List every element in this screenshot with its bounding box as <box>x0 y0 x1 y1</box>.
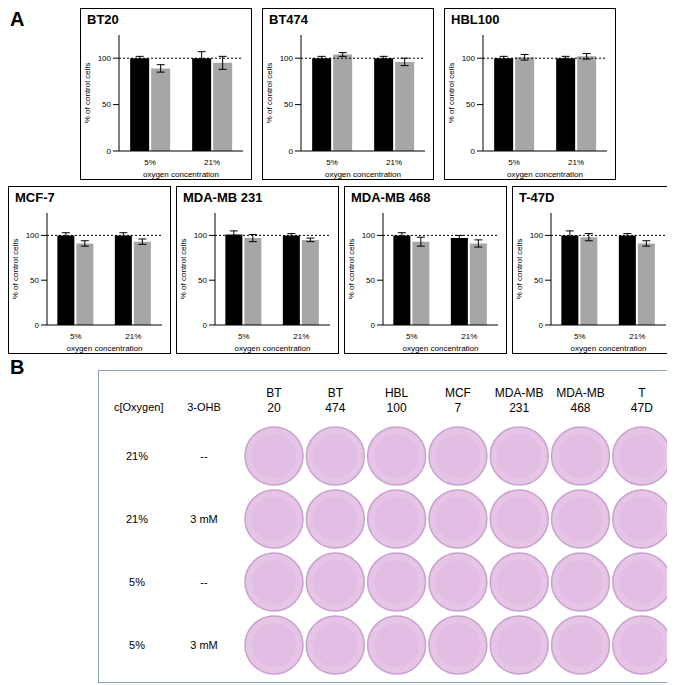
svg-text:0: 0 <box>471 147 476 156</box>
svg-text:5%: 5% <box>129 576 145 588</box>
svg-text:0: 0 <box>35 321 40 330</box>
svg-text:100: 100 <box>530 231 544 240</box>
svg-text:--: -- <box>200 576 208 588</box>
svg-text:21%: 21% <box>386 158 402 167</box>
svg-text:21%: 21% <box>126 450 148 462</box>
svg-text:100: 100 <box>26 231 40 240</box>
svg-text:21%: 21% <box>293 332 309 341</box>
svg-text:5%: 5% <box>326 158 338 167</box>
html-text:A: A <box>10 8 25 30</box>
svg-text:21%: 21% <box>204 158 220 167</box>
svg-text:5%: 5% <box>129 639 145 651</box>
svg-text:50: 50 <box>466 100 475 109</box>
html-text:BT20: BT20 <box>87 12 119 27</box>
svg-text:50: 50 <box>284 100 293 109</box>
svg-text:0: 0 <box>203 321 208 330</box>
svg-text:50: 50 <box>534 276 543 285</box>
svg-text:5%: 5% <box>574 332 586 341</box>
svg-text:oxygen concentration: oxygen concentration <box>402 344 478 353</box>
svg-text:% of control cells: % of control cells <box>179 239 188 299</box>
svg-text:50: 50 <box>102 100 111 109</box>
svg-text:21%: 21% <box>568 158 584 167</box>
svg-text:5%: 5% <box>508 158 520 167</box>
svg-text:% of control cells: % of control cells <box>265 63 274 123</box>
svg-text:3-OHB: 3-OHB <box>187 401 221 413</box>
html-text:MCF-7: MCF-7 <box>15 190 55 205</box>
svg-text:5%: 5% <box>70 332 82 341</box>
svg-text:50: 50 <box>30 276 39 285</box>
svg-text:BT20: BT20 <box>266 386 282 415</box>
svg-text:5%: 5% <box>144 158 156 167</box>
svg-text:c[Oxygen]: c[Oxygen] <box>114 401 164 413</box>
html-text:BT474: BT474 <box>269 12 308 27</box>
svg-text:% of control cells: % of control cells <box>83 63 92 123</box>
svg-text:100: 100 <box>462 54 476 63</box>
svg-text:% of control cells: % of control cells <box>515 239 524 299</box>
svg-text:21%: 21% <box>629 332 645 341</box>
html-text:HBL100: HBL100 <box>451 12 500 27</box>
svg-text:21%: 21% <box>125 332 141 341</box>
html-text:B: B <box>10 356 25 378</box>
svg-text:100: 100 <box>362 231 376 240</box>
svg-text:MCF7: MCF7 <box>445 386 471 415</box>
svg-text:oxygen concentration: oxygen concentration <box>325 170 401 179</box>
svg-text:BT474: BT474 <box>325 386 345 415</box>
html-text:MDA-MB 231: MDA-MB 231 <box>183 190 263 205</box>
svg-text:--: -- <box>200 450 208 462</box>
html-text:T-47D: T-47D <box>519 190 555 205</box>
svg-text:50: 50 <box>198 276 207 285</box>
html-text:MDA-MB 468: MDA-MB 468 <box>351 190 431 205</box>
svg-text:100: 100 <box>194 231 208 240</box>
svg-text:0: 0 <box>289 147 294 156</box>
svg-text:21%: 21% <box>461 332 477 341</box>
svg-text:oxygen concentration: oxygen concentration <box>66 344 142 353</box>
svg-text:% of control cells: % of control cells <box>447 63 456 123</box>
svg-text:100: 100 <box>280 54 294 63</box>
svg-text:0: 0 <box>371 321 376 330</box>
svg-text:T47D: T47D <box>631 386 653 415</box>
svg-text:MDA-MB231: MDA-MB231 <box>495 386 544 415</box>
svg-text:oxygen concentration: oxygen concentration <box>143 170 219 179</box>
svg-text:oxygen concentration: oxygen concentration <box>570 344 646 353</box>
svg-text:3 mM: 3 mM <box>190 513 218 525</box>
svg-text:HBL100: HBL100 <box>385 386 409 415</box>
svg-text:5%: 5% <box>238 332 250 341</box>
svg-text:0: 0 <box>107 147 112 156</box>
svg-text:5%: 5% <box>406 332 418 341</box>
svg-text:oxygen concentration: oxygen concentration <box>234 344 310 353</box>
svg-text:0: 0 <box>539 321 544 330</box>
svg-text:% of control cells: % of control cells <box>347 239 356 299</box>
svg-text:100: 100 <box>98 54 112 63</box>
svg-text:21%: 21% <box>126 513 148 525</box>
svg-text:50: 50 <box>366 276 375 285</box>
svg-text:% of control cells: % of control cells <box>11 239 20 299</box>
svg-text:oxygen concentration: oxygen concentration <box>507 170 583 179</box>
svg-text:3 mM: 3 mM <box>190 639 218 651</box>
svg-text:MDA-MB468: MDA-MB468 <box>556 386 605 415</box>
